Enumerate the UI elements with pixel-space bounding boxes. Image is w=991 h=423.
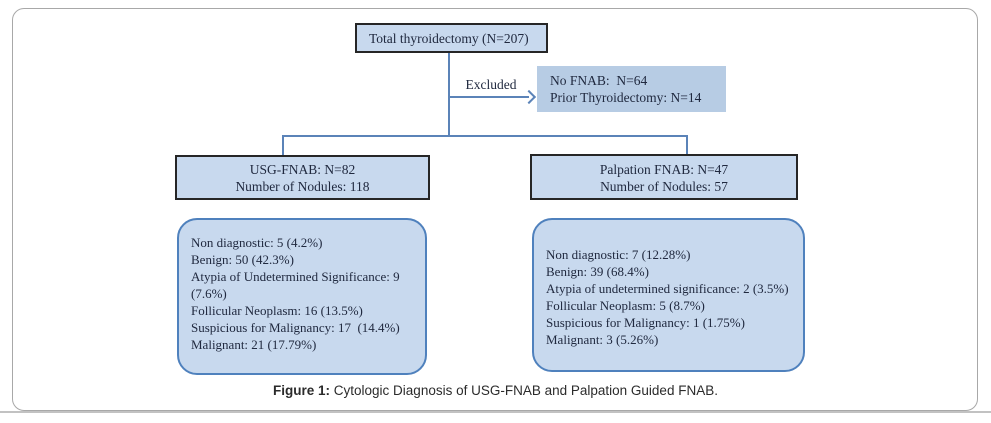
figure-frame <box>12 8 978 411</box>
node-palpation-fnab-title: Palpation FNAB: N=47 <box>599 162 729 177</box>
excluded-arrow-label: Excluded <box>465 77 517 92</box>
node-usg-fnab-title: USG-FNAB: N=82 <box>249 162 356 177</box>
palpation-result-line: Malignant: 3 (5.26%) <box>546 332 659 347</box>
bottom-divider <box>0 411 991 413</box>
figure-caption-text: Cytologic Diagnosis of USG-FNAB and Palp… <box>330 383 718 398</box>
node-excluded: No FNAB: N=64 Prior Thyroidectomy: N=14 <box>537 66 726 112</box>
node-palpation-fnab-results: Non diagnostic: 7 (12.28%) Benign: 39 (6… <box>532 218 805 372</box>
usg-result-line: Malignant: 21 (17.79%) <box>191 337 317 352</box>
node-usg-fnab: USG-FNAB: N=82 Number of Nodules: 118 <box>175 155 430 200</box>
excluded-line-no-fnab: No FNAB: N=64 <box>550 73 648 88</box>
excluded-line-prior-thyroidectomy: Prior Thyroidectomy: N=14 <box>550 90 702 105</box>
connector-branch-horizontal <box>282 135 688 137</box>
palpation-result-line: Benign: 39 (68.4%) <box>546 264 649 279</box>
node-usg-fnab-results: Non diagnostic: 5 (4.2%) Benign: 50 (42.… <box>177 218 427 375</box>
connector-root-vertical <box>448 53 450 135</box>
usg-result-line: Suspicious for Malignancy: 17 (14.4%) <box>191 320 400 335</box>
palpation-result-line: Non diagnostic: 7 (12.28%) <box>546 247 691 262</box>
palpation-result-line: Follicular Neoplasm: 5 (8.7%) <box>546 298 705 313</box>
node-palpation-fnab: Palpation FNAB: N=47 Number of Nodules: … <box>530 154 798 200</box>
palpation-result-line: Atypia of undetermined significance: 2 (… <box>546 281 789 296</box>
node-palpation-fnab-subtitle: Number of Nodules: 57 <box>600 179 728 194</box>
connector-drop-right <box>686 135 688 154</box>
node-total-thyroidectomy: Total thyroidectomy (N=207) <box>355 23 548 53</box>
connector-drop-left <box>282 135 284 155</box>
usg-result-line: (7.6%) <box>191 286 227 301</box>
connector-excluded-arrow-line <box>448 96 529 98</box>
usg-result-line: Atypia of Undetermined Significance: 9 <box>191 269 400 284</box>
node-usg-fnab-subtitle: Number of Nodules: 118 <box>235 179 370 194</box>
figure-caption-label: Figure 1: <box>273 383 331 398</box>
figure-caption: Figure 1: Cytologic Diagnosis of USG-FNA… <box>0 383 991 398</box>
node-total-thyroidectomy-label: Total thyroidectomy (N=207) <box>369 30 529 46</box>
usg-result-line: Follicular Neoplasm: 16 (13.5%) <box>191 303 363 318</box>
usg-result-line: Benign: 50 (42.3%) <box>191 252 294 267</box>
palpation-result-line: Suspicious for Malignancy: 1 (1.75%) <box>546 315 745 330</box>
usg-result-line: Non diagnostic: 5 (4.2%) <box>191 235 323 250</box>
